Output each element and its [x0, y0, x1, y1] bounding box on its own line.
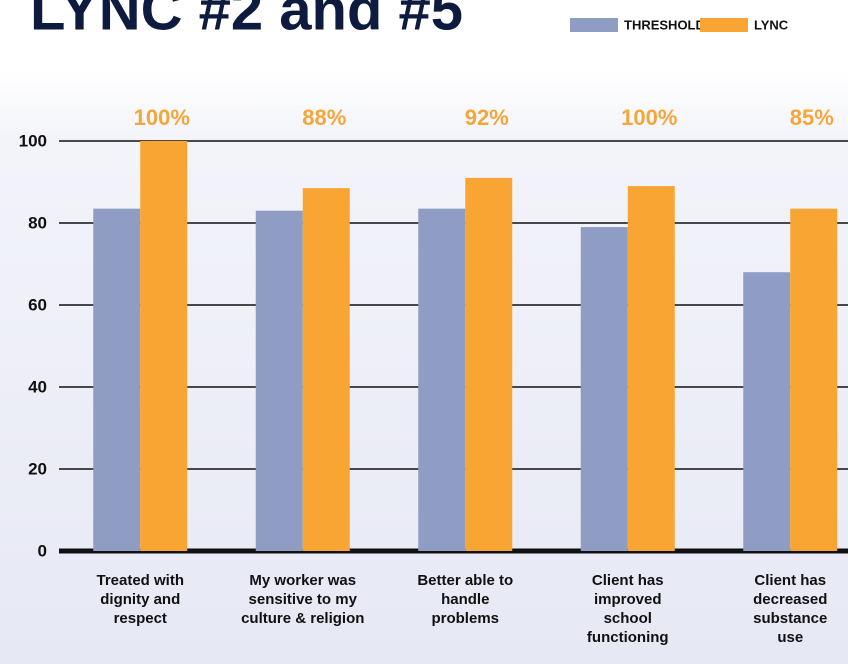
bar-annotation: 88% [302, 105, 346, 130]
x-tick-label: My worker was sensitive to my culture & … [241, 572, 365, 627]
x-tick-label: Treated with dignity and respect [96, 572, 185, 627]
chart-title: LYNC #2 and #5 [30, 0, 463, 42]
x-tick-label: Client has decreased substance use [753, 572, 828, 646]
bar [302, 188, 350, 551]
bar [93, 208, 141, 551]
bar-annotation: 100% [621, 105, 677, 130]
y-tick-label: 100 [19, 131, 47, 150]
y-tick-label: 40 [28, 377, 47, 396]
x-tick-label: Client has improved school functioning [586, 572, 669, 646]
legend-swatch [700, 18, 748, 32]
bar [140, 141, 188, 551]
bar [627, 186, 675, 551]
bar-annotation: 92% [465, 105, 509, 130]
bar [790, 208, 838, 551]
bar-annotation: 85% [790, 105, 834, 130]
bar [743, 272, 791, 551]
x-tick-label: Better able to handle problems [417, 572, 514, 627]
y-tick-label: 0 [38, 541, 47, 560]
bar [255, 210, 303, 551]
legend-label: LYNC [754, 17, 789, 32]
bar-annotation: 100% [134, 105, 190, 130]
y-tick-label: 60 [28, 295, 47, 314]
bar [580, 227, 628, 551]
legend-label: THRESHOLD [624, 17, 705, 32]
legend-swatch [570, 18, 618, 32]
bar [465, 177, 513, 551]
y-tick-label: 20 [28, 459, 47, 478]
bar [418, 208, 466, 551]
y-tick-label: 80 [28, 213, 47, 232]
